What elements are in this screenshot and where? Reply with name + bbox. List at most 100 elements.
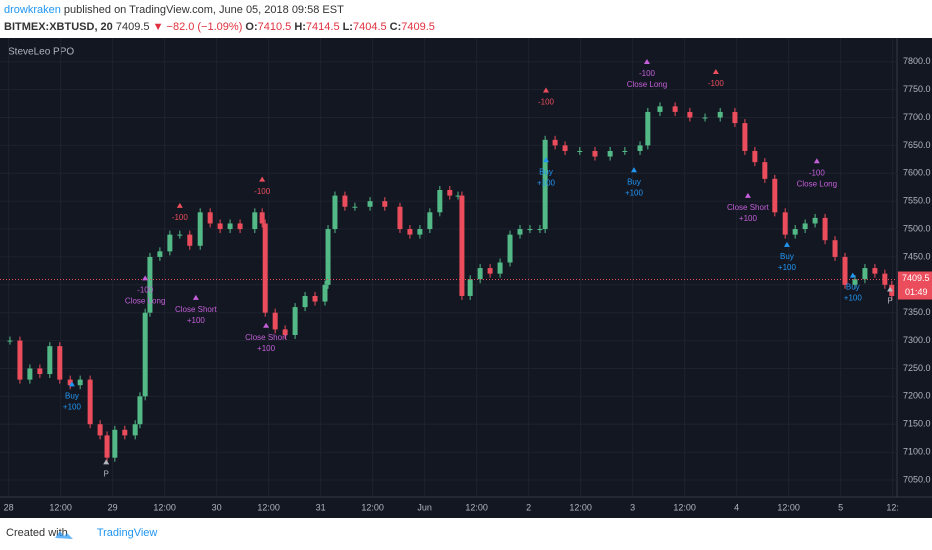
candle bbox=[217, 223, 223, 230]
signal-marker bbox=[192, 294, 199, 300]
y-tick-label: 7150.0 bbox=[903, 419, 931, 429]
candle bbox=[732, 111, 738, 124]
candle bbox=[47, 346, 53, 375]
created: Created with bbox=[6, 527, 68, 539]
candle bbox=[112, 429, 118, 458]
candle bbox=[27, 368, 33, 380]
x-tick-label: 12:00 bbox=[257, 502, 280, 512]
candle bbox=[367, 201, 373, 207]
x-tick-label: 31 bbox=[316, 502, 326, 512]
signal-label: -100 bbox=[639, 69, 656, 78]
candle bbox=[487, 268, 493, 274]
x-tick-label: 12:00 bbox=[361, 502, 384, 512]
signal-label: Buy bbox=[539, 167, 553, 176]
symbol-line: BITMEX:XBTUSD, 20 7409.5 ▼ −82.0 (−1.09%… bbox=[4, 19, 438, 36]
signal-marker bbox=[103, 459, 110, 465]
candle bbox=[832, 240, 838, 257]
candle bbox=[57, 346, 63, 380]
x-tick-label: 12:00 bbox=[153, 502, 176, 512]
signal-label: Close Short bbox=[245, 333, 288, 342]
candle bbox=[645, 111, 651, 146]
candle bbox=[537, 229, 543, 231]
candle bbox=[607, 150, 613, 157]
candle bbox=[672, 106, 678, 112]
signal-label: Close Long bbox=[627, 80, 667, 89]
signal-marker bbox=[813, 158, 820, 164]
ohlc-value: 7409.5 bbox=[401, 21, 435, 33]
candle bbox=[477, 268, 483, 280]
x-tick-label: 12:00 bbox=[465, 502, 488, 512]
y-tick-label: 7500.0 bbox=[903, 223, 931, 233]
candle bbox=[622, 150, 628, 152]
x-tick-label: 12:00 bbox=[777, 502, 800, 512]
ohlc-label: H: bbox=[294, 21, 306, 33]
signal-marker bbox=[849, 272, 856, 278]
signal-label: -100 bbox=[538, 98, 555, 107]
candle bbox=[122, 429, 128, 436]
logo bbox=[55, 531, 73, 539]
candle bbox=[742, 123, 748, 151]
signal-label: -100 bbox=[708, 79, 725, 88]
candle bbox=[302, 295, 308, 308]
signal-label: -100 bbox=[809, 168, 826, 177]
x-tick-label: 12:00 bbox=[569, 502, 592, 512]
candle bbox=[197, 212, 203, 246]
candle bbox=[717, 111, 723, 118]
signal-marker bbox=[543, 157, 549, 163]
chart: SteveLeo PPO 7050.0 7100.0 7150.0 7200.0 725… bbox=[0, 38, 932, 518]
signal-label: +100 bbox=[63, 402, 82, 411]
y-tick-label: 7800.0 bbox=[903, 56, 931, 66]
candle bbox=[292, 307, 298, 336]
candle bbox=[37, 368, 43, 375]
candle bbox=[455, 195, 461, 197]
candle bbox=[812, 217, 818, 224]
candle bbox=[507, 234, 513, 263]
candle bbox=[407, 229, 413, 235]
candle bbox=[782, 212, 788, 235]
author[interactable]: drowkraken bbox=[4, 4, 61, 16]
candle bbox=[77, 379, 83, 386]
ohlc-label: C: bbox=[389, 21, 402, 33]
candle bbox=[862, 268, 868, 280]
candle bbox=[577, 150, 583, 152]
candle bbox=[87, 379, 93, 425]
x-tick-label: 4 bbox=[734, 502, 739, 512]
y-tick-label: 7100.0 bbox=[903, 446, 931, 456]
signal-label: +100 bbox=[844, 294, 863, 303]
candle bbox=[147, 256, 153, 313]
x-tick-label: 28 bbox=[4, 502, 14, 512]
candle bbox=[772, 178, 778, 213]
candle bbox=[657, 106, 663, 112]
candle bbox=[207, 212, 213, 224]
candle bbox=[822, 217, 828, 241]
signal-label: Close Long bbox=[125, 296, 165, 305]
price-tag-label: 7409.5 bbox=[902, 273, 930, 283]
signal-marker bbox=[712, 69, 719, 75]
y-tick-label: 7450.0 bbox=[903, 251, 931, 261]
candle bbox=[592, 150, 598, 157]
signal-label: -100 bbox=[137, 285, 154, 294]
x-tick-label: 12:00 bbox=[673, 502, 696, 512]
candle bbox=[282, 329, 288, 336]
candle bbox=[459, 195, 465, 296]
signal-label: +100 bbox=[625, 188, 644, 197]
candle bbox=[259, 212, 265, 224]
candle bbox=[352, 206, 358, 208]
signal-marker bbox=[176, 202, 183, 208]
candle bbox=[437, 190, 443, 213]
brand[interactable]: TradingView bbox=[96, 527, 158, 539]
x-tick-label: 30 bbox=[212, 502, 222, 512]
candle bbox=[702, 117, 708, 119]
candle bbox=[852, 279, 858, 285]
signal-label: +100 bbox=[778, 263, 797, 272]
candle bbox=[177, 234, 183, 236]
y-tick-label: 7050.0 bbox=[903, 474, 931, 484]
published: published on TradingView.com, June 05, 2… bbox=[60, 4, 344, 16]
candle bbox=[687, 111, 693, 118]
candle bbox=[97, 424, 103, 436]
candle bbox=[562, 145, 568, 151]
ohlc-value: 7404.5 bbox=[352, 21, 387, 33]
candle bbox=[467, 279, 473, 296]
symbol: BITMEX:XBTUSD, 20 bbox=[4, 21, 113, 33]
y-tick-label: 7300.0 bbox=[903, 335, 931, 345]
